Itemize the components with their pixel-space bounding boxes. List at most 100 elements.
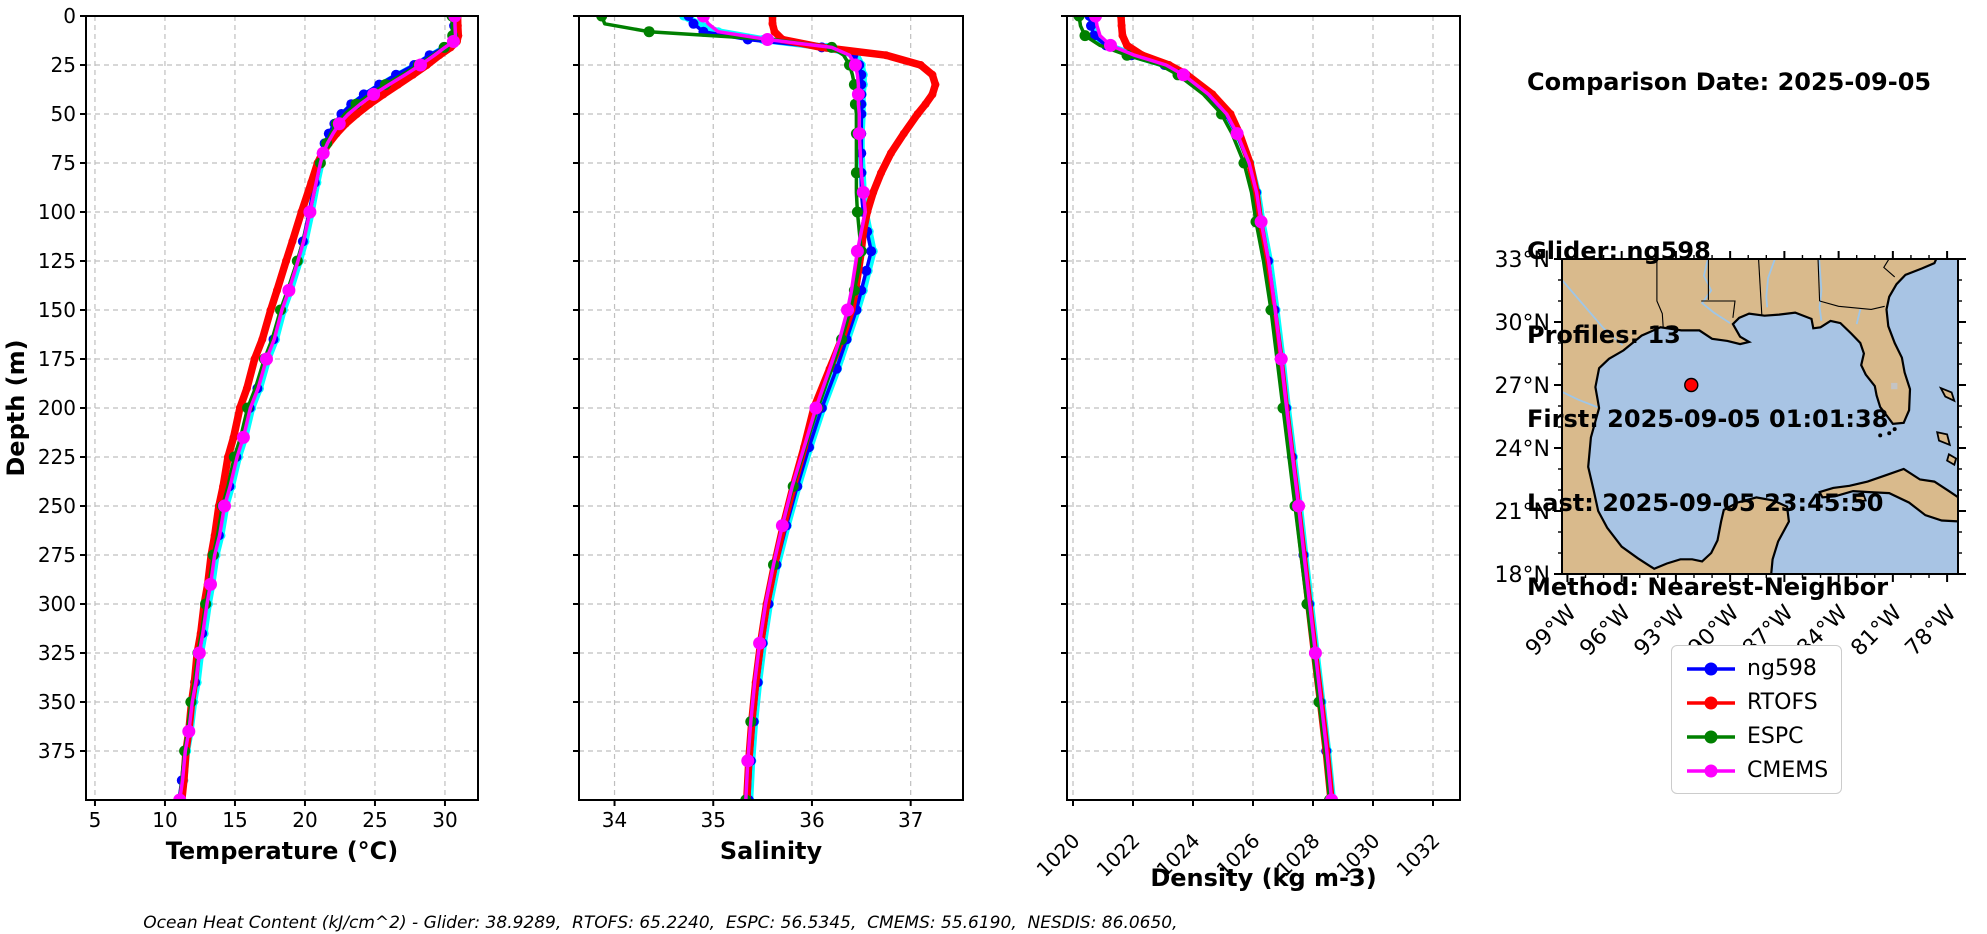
series-RTOFS-marker — [1118, 31, 1127, 40]
legend-swatch-ESPC — [1687, 730, 1735, 743]
y-tick-label: 200 — [38, 396, 76, 420]
info-block: Comparison Date: 2025-09-05 Glider: ng59… — [1527, 12, 1931, 629]
map-land-group — [1562, 259, 1958, 574]
x-tick-label: 36 — [799, 808, 824, 832]
map-lat-label: 24°N — [1495, 437, 1550, 462]
series-CMEMS-marker — [696, 16, 710, 23]
series-CMEMS-marker — [741, 754, 755, 768]
map-lat-label: 30°N — [1495, 311, 1550, 336]
series-CMEMS-marker — [204, 577, 217, 591]
land-cuba — [1818, 467, 1958, 523]
series-CMEMS-marker — [761, 33, 774, 46]
series-CMEMS-marker — [173, 793, 187, 800]
series-ng598-marker — [688, 18, 699, 29]
series-RTOFS-marker — [916, 61, 925, 69]
series-CMEMS-marker — [1089, 16, 1102, 23]
state-border — [1701, 300, 1736, 318]
series-RTOFS-marker — [886, 149, 895, 158]
y-tick-label: 50 — [51, 102, 76, 126]
series-CMEMS-marker — [1325, 793, 1339, 800]
florida-keys-islet — [1878, 433, 1883, 438]
series-ESPC-marker — [851, 206, 863, 218]
legend-swatch-ng598 — [1687, 662, 1735, 675]
florida-keys-islet — [1892, 427, 1897, 432]
series-RTOFS-marker — [282, 257, 291, 265]
series-RTOFS-marker — [266, 306, 275, 314]
series-RTOFS-marker — [235, 404, 244, 412]
series-CMEMS-marker — [1308, 646, 1322, 660]
river — [1765, 259, 1776, 308]
x-tick-label: 20 — [292, 808, 317, 832]
series-CMEMS-marker — [1104, 38, 1117, 52]
x-tick-label: 15 — [222, 808, 247, 832]
series-CMEMS-marker — [1274, 352, 1288, 366]
info-spacer — [1527, 152, 1931, 181]
x-tick-label: 34 — [602, 808, 627, 832]
series-ng598-marker — [1086, 20, 1096, 31]
legend-marker-dot — [1704, 696, 1718, 709]
y-tick-label: 175 — [38, 347, 76, 371]
y-tick-label: 100 — [38, 200, 76, 224]
series-CMEMS-marker — [1176, 68, 1190, 82]
salinity-xaxis-label: Salinity — [720, 837, 823, 865]
island — [1946, 452, 1958, 467]
legend-item-ng598: ng598 — [1685, 654, 1828, 683]
legend-item-RTOFS: RTOFS — [1685, 688, 1828, 717]
y-tick-label: 225 — [38, 445, 76, 469]
temperature-series-group — [173, 16, 463, 800]
legend-swatch-RTOFS — [1687, 696, 1735, 709]
series-RTOFS-marker — [307, 178, 316, 187]
y-tick-label: 150 — [38, 298, 76, 322]
map-lat-label: 27°N — [1495, 374, 1550, 399]
series-CMEMS-marker — [236, 430, 250, 444]
ocean-heat-content-caption: Ocean Heat Content (kJ/cm^2) - Glider: 3… — [0, 893, 1310, 933]
series-ng598-marker — [866, 246, 877, 257]
state-border — [1758, 259, 1763, 315]
series-RTOFS-marker — [768, 19, 777, 28]
series-RTOFS-marker — [250, 355, 259, 363]
series-RTOFS-marker — [877, 168, 886, 177]
map-frame — [1561, 258, 1959, 575]
y-tick-label: 75 — [51, 151, 76, 175]
x-tick-label: 1020 — [1032, 829, 1085, 882]
first-time-text: First: 2025-09-05 01:01:38 — [1527, 405, 1889, 433]
salinity-chart: 34 35 36 37 Salinity — [573, 15, 964, 865]
y-tick-label: 0 — [63, 4, 76, 28]
legend: ng598 RTOFS ESPC CMEMS — [1671, 645, 1843, 794]
legend-label: ng598 — [1747, 656, 1817, 681]
profile-charts: 5 10 15 20 25 3002550751001251501752002252502… — [2, 4, 1461, 892]
series-CMEMS-marker — [332, 117, 346, 131]
series-RTOFS-marker — [869, 188, 878, 197]
series-RTOFS-marker — [928, 70, 937, 79]
state-border — [1656, 259, 1664, 328]
legend-item-CMEMS: CMEMS — [1685, 756, 1828, 785]
series-CMEMS-marker — [182, 724, 196, 738]
x-tick-label: 35 — [701, 808, 726, 832]
river — [1562, 278, 1624, 346]
x-tick-label: 30 — [432, 808, 457, 832]
state-border — [1817, 259, 1821, 302]
series-CMEMS-marker — [192, 646, 206, 660]
series-RTOFS-marker — [379, 90, 388, 99]
series-CMEMS-marker — [841, 303, 854, 317]
comparison-date-text: Comparison Date: 2025-09-05 — [1527, 68, 1932, 96]
series-RTOFS-marker — [219, 482, 228, 491]
series-CMEMS-marker — [753, 636, 767, 650]
series-RTOFS-marker — [365, 100, 374, 109]
density-xaxis-label: Density (kg m-3) — [1150, 864, 1376, 892]
river — [1818, 259, 1823, 322]
series-RTOFS-marker — [229, 433, 238, 442]
series-ESPC-marker — [1073, 16, 1085, 22]
river — [1855, 309, 1862, 325]
series-CMEMS-marker — [282, 283, 296, 297]
legend-marker-dot — [1704, 730, 1718, 743]
density-series-group — [1073, 16, 1339, 800]
lake-okeechobee — [1891, 382, 1898, 390]
series-RTOFS-marker — [1123, 41, 1131, 50]
series-RTOFS-marker — [258, 335, 267, 344]
series-RTOFS-marker — [882, 51, 890, 60]
method-text: Method: Nearest-Neighbor — [1527, 573, 1889, 601]
series-RTOFS-marker — [352, 110, 361, 118]
